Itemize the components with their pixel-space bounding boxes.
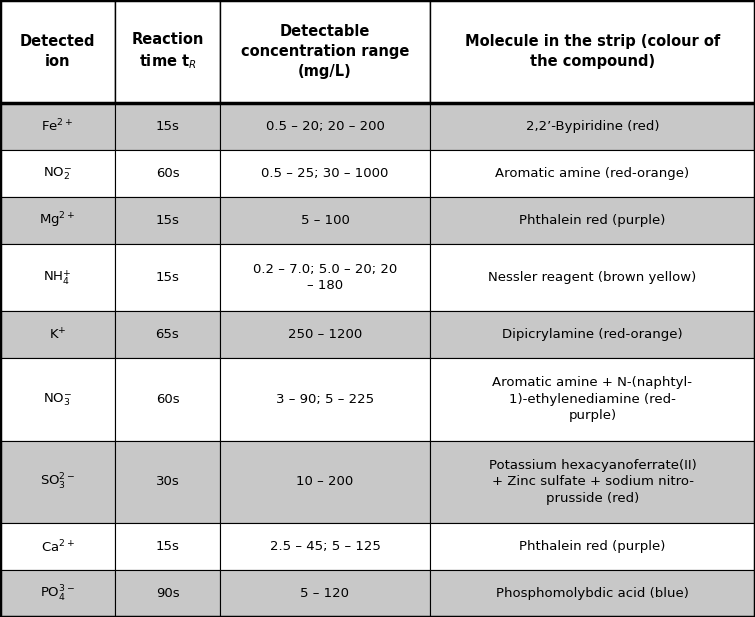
Text: Nessler reagent (brown yellow): Nessler reagent (brown yellow) bbox=[488, 271, 697, 284]
Bar bbox=[430, 197, 755, 244]
Bar bbox=[430, 311, 755, 358]
Text: 0.5 – 25; 30 – 1000: 0.5 – 25; 30 – 1000 bbox=[261, 167, 389, 180]
Text: Fe$^{2+}$: Fe$^{2+}$ bbox=[42, 118, 74, 135]
Bar bbox=[220, 441, 430, 523]
Text: 0.5 – 20; 20 – 200: 0.5 – 20; 20 – 200 bbox=[266, 120, 384, 133]
Text: Phthalein red (purple): Phthalein red (purple) bbox=[519, 540, 666, 553]
Text: 15s: 15s bbox=[156, 213, 180, 226]
Text: Phthalein red (purple): Phthalein red (purple) bbox=[519, 213, 666, 226]
Bar bbox=[115, 0, 220, 103]
Bar bbox=[430, 244, 755, 311]
Bar bbox=[0, 244, 115, 311]
Text: 15s: 15s bbox=[156, 120, 180, 133]
Bar bbox=[220, 103, 430, 150]
Bar bbox=[220, 244, 430, 311]
Bar bbox=[430, 441, 755, 523]
Bar bbox=[220, 523, 430, 570]
Text: 60s: 60s bbox=[156, 167, 180, 180]
Text: 3 – 90; 5 – 225: 3 – 90; 5 – 225 bbox=[276, 393, 374, 406]
Text: Aromatic amine (red-orange): Aromatic amine (red-orange) bbox=[495, 167, 689, 180]
Bar bbox=[115, 103, 220, 150]
Text: Dipicrylamine (red-orange): Dipicrylamine (red-orange) bbox=[502, 328, 683, 341]
Text: Mg$^{2+}$: Mg$^{2+}$ bbox=[39, 210, 76, 230]
Bar bbox=[0, 150, 115, 197]
Text: 2.5 – 45; 5 – 125: 2.5 – 45; 5 – 125 bbox=[270, 540, 381, 553]
Bar bbox=[0, 0, 115, 103]
Bar bbox=[430, 0, 755, 103]
Text: 60s: 60s bbox=[156, 393, 180, 406]
Text: 10 – 200: 10 – 200 bbox=[297, 476, 353, 489]
Bar bbox=[115, 441, 220, 523]
Bar bbox=[220, 570, 430, 617]
Bar bbox=[115, 197, 220, 244]
Text: Aromatic amine + N-(naphtyl-
1)-ethylenediamine (red-
purple): Aromatic amine + N-(naphtyl- 1)-ethylene… bbox=[492, 376, 692, 423]
Text: NO$_3^{-}$: NO$_3^{-}$ bbox=[43, 391, 72, 408]
Bar bbox=[115, 358, 220, 441]
Bar bbox=[0, 197, 115, 244]
Bar bbox=[430, 358, 755, 441]
Bar bbox=[0, 570, 115, 617]
Text: PO$_4^{3-}$: PO$_4^{3-}$ bbox=[40, 584, 75, 603]
Bar bbox=[0, 311, 115, 358]
Text: 30s: 30s bbox=[156, 476, 180, 489]
Bar bbox=[220, 0, 430, 103]
Text: NH$_4^{+}$: NH$_4^{+}$ bbox=[43, 268, 72, 287]
Text: Ca$^{2+}$: Ca$^{2+}$ bbox=[41, 539, 75, 555]
Text: 2,2’-Bypiridine (red): 2,2’-Bypiridine (red) bbox=[525, 120, 659, 133]
Text: Molecule in the strip (colour of
the compound): Molecule in the strip (colour of the com… bbox=[465, 34, 720, 69]
Bar bbox=[430, 103, 755, 150]
Bar bbox=[430, 570, 755, 617]
Text: Potassium hexacyanoferrate(II)
+ Zinc sulfate + sodium nitro-
prusside (red): Potassium hexacyanoferrate(II) + Zinc su… bbox=[488, 459, 696, 505]
Bar bbox=[220, 358, 430, 441]
Text: 250 – 1200: 250 – 1200 bbox=[288, 328, 362, 341]
Text: 90s: 90s bbox=[156, 587, 180, 600]
Bar bbox=[115, 244, 220, 311]
Bar bbox=[220, 197, 430, 244]
Text: Reaction
time t$_R$: Reaction time t$_R$ bbox=[131, 32, 204, 71]
Bar bbox=[0, 523, 115, 570]
Bar bbox=[115, 523, 220, 570]
Bar bbox=[430, 150, 755, 197]
Bar bbox=[0, 358, 115, 441]
Text: 15s: 15s bbox=[156, 271, 180, 284]
Bar bbox=[115, 150, 220, 197]
Text: SO$_3^{2-}$: SO$_3^{2-}$ bbox=[40, 472, 76, 492]
Text: K$^{+}$: K$^{+}$ bbox=[49, 327, 66, 342]
Text: 65s: 65s bbox=[156, 328, 180, 341]
Bar bbox=[115, 570, 220, 617]
Text: Detectable
concentration range
(mg/L): Detectable concentration range (mg/L) bbox=[241, 24, 409, 79]
Text: Detected
ion: Detected ion bbox=[20, 34, 95, 69]
Bar bbox=[220, 311, 430, 358]
Text: 5 – 120: 5 – 120 bbox=[300, 587, 350, 600]
Bar bbox=[0, 103, 115, 150]
Text: 0.2 – 7.0; 5.0 – 20; 20
– 180: 0.2 – 7.0; 5.0 – 20; 20 – 180 bbox=[253, 263, 397, 292]
Bar bbox=[430, 523, 755, 570]
Bar bbox=[115, 311, 220, 358]
Text: NO$_2^{-}$: NO$_2^{-}$ bbox=[43, 165, 72, 181]
Bar bbox=[0, 441, 115, 523]
Text: Phosphomolybdic acid (blue): Phosphomolybdic acid (blue) bbox=[496, 587, 689, 600]
Bar bbox=[220, 150, 430, 197]
Text: 5 – 100: 5 – 100 bbox=[300, 213, 350, 226]
Text: 15s: 15s bbox=[156, 540, 180, 553]
